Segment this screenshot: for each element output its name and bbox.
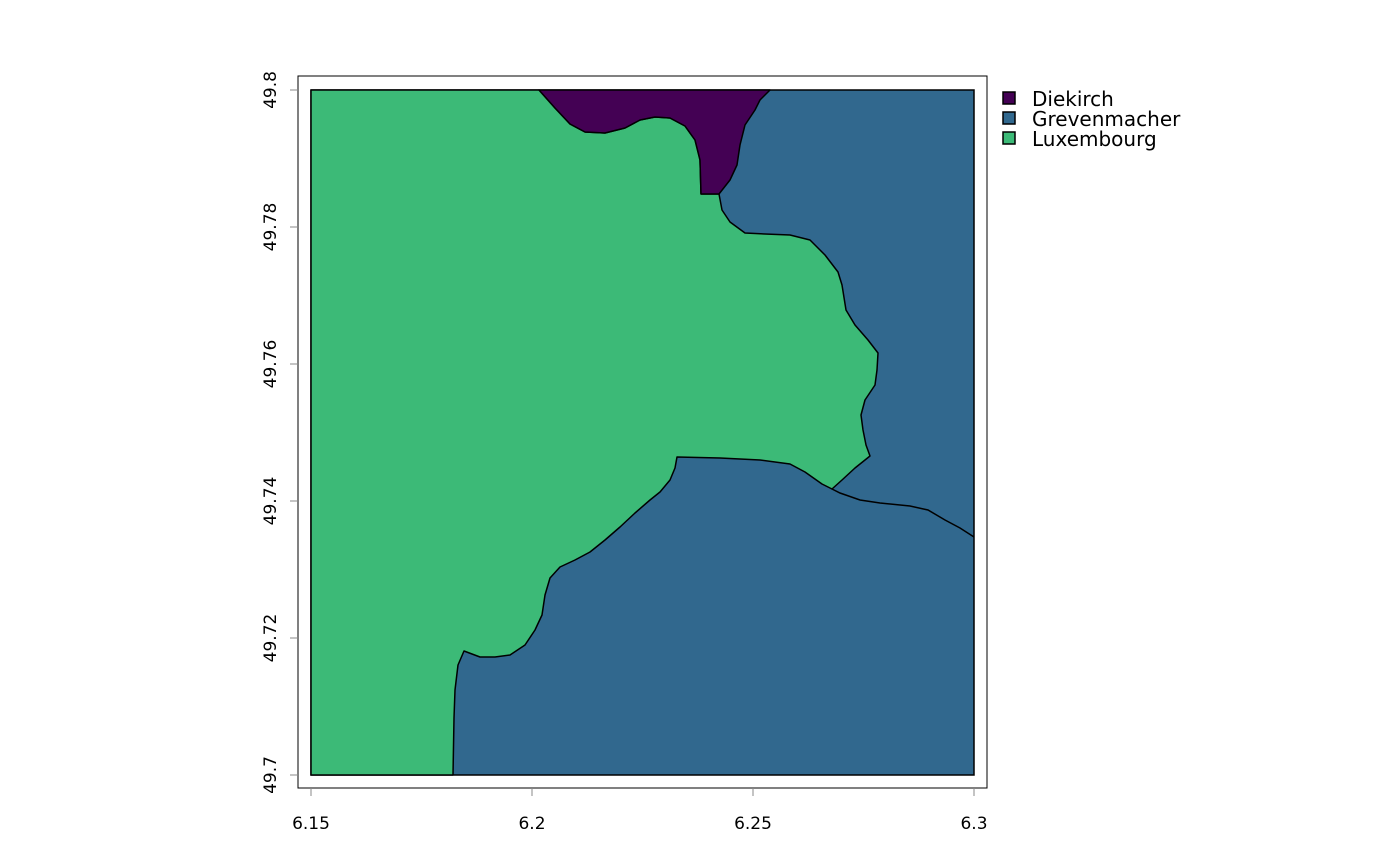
legend-label: Grevenmacher <box>1032 107 1181 131</box>
y-tick-label: 49.72 <box>261 614 281 663</box>
plot-frame <box>297 75 988 789</box>
x-tick-label: 6.3 <box>960 814 987 834</box>
y-tick-label: 49.8 <box>261 71 281 109</box>
region-diekirch <box>538 89 771 195</box>
y-tick-label: 49.74 <box>261 477 281 526</box>
y-tick-label: 49.76 <box>261 340 281 389</box>
legend-swatch <box>1002 111 1016 125</box>
legend-label: Luxembourg <box>1032 127 1157 151</box>
y-axis: 49.7 49.72 49.74 49.76 49.78 49.8 <box>261 71 298 794</box>
x-tick-label: 6.2 <box>518 814 545 834</box>
region-boundary <box>831 488 975 538</box>
x-tick-label: 6.25 <box>734 814 772 834</box>
x-tick-label: 6.15 <box>292 814 330 834</box>
legend-swatch <box>1002 131 1016 145</box>
y-tick-label: 49.7 <box>261 756 281 794</box>
legend-swatch <box>1002 91 1016 105</box>
y-tick-label: 49.78 <box>261 203 281 252</box>
map-regions <box>310 89 975 776</box>
legend-label: Diekirch <box>1032 87 1114 111</box>
x-axis: 6.15 6.2 6.25 6.3 <box>292 788 988 834</box>
